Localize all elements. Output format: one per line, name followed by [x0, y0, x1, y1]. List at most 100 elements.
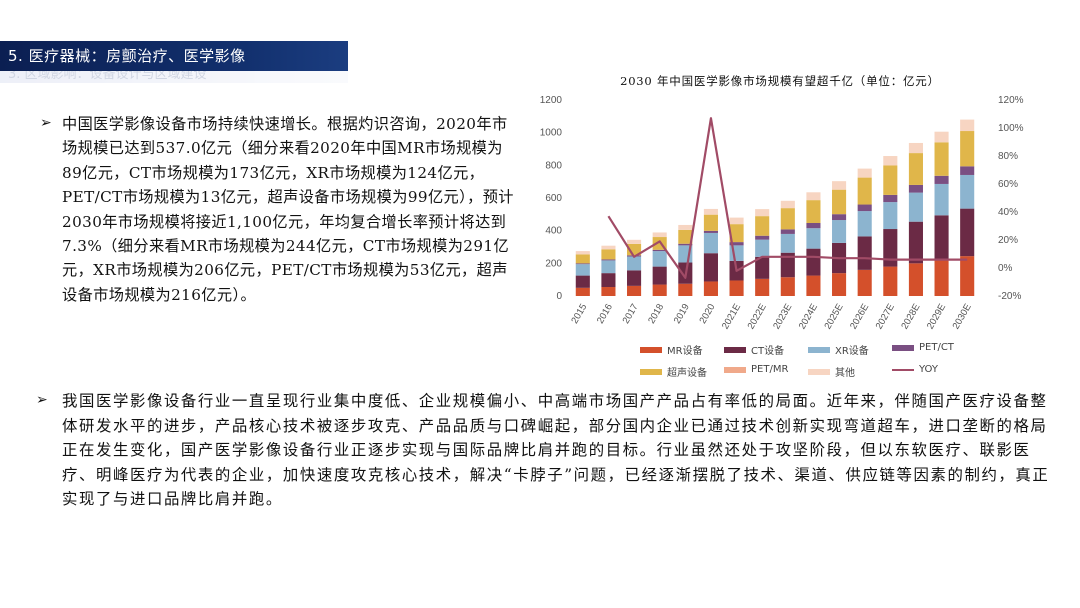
bar-segment	[806, 192, 821, 201]
legend-swatch	[640, 346, 662, 353]
x-tick-label: 2026E	[848, 302, 871, 331]
bar-segment	[652, 232, 667, 238]
bar-segment	[934, 183, 949, 216]
legend-swatch	[724, 346, 746, 353]
bar-segment	[960, 131, 975, 167]
bar-segment	[575, 264, 590, 276]
bar-segment	[755, 216, 770, 236]
bar-segment	[806, 275, 821, 296]
y2-tick-label: -20%	[998, 291, 1021, 302]
legend-item: 超声设备	[640, 364, 707, 379]
legend-label: 超声设备	[667, 368, 707, 379]
y-tick-label: 1200	[540, 95, 563, 106]
legend-item: 其他	[808, 364, 855, 379]
x-tick-label: 2022E	[746, 302, 769, 331]
bar-segment	[601, 259, 616, 261]
bar-segment	[780, 229, 795, 234]
bar-segment	[934, 131, 949, 143]
bar-segment	[883, 156, 898, 166]
bar-segment	[857, 177, 872, 205]
bar-segment	[960, 174, 975, 209]
bar-segment	[703, 253, 718, 282]
bar-segment	[908, 263, 923, 296]
y2-tick-label: 60%	[998, 179, 1018, 190]
bar-segment	[652, 266, 667, 285]
legend-swatch	[892, 344, 914, 351]
bar-segment	[627, 243, 642, 256]
bar-segment	[652, 251, 667, 267]
legend-swatch	[808, 346, 830, 353]
bar-segment	[832, 181, 847, 190]
legend-item: YOY	[892, 364, 938, 375]
bar-segment	[703, 214, 718, 231]
x-tick-label: 2020	[697, 302, 717, 326]
bar-segment	[703, 232, 718, 254]
y2-tick-label: 0%	[998, 263, 1013, 274]
bar-segment	[729, 242, 744, 246]
bar-segment	[883, 202, 898, 230]
bar-segment	[755, 209, 770, 217]
bar-segment	[678, 243, 693, 246]
y-tick-label: 400	[545, 226, 562, 237]
x-tick-label: 2018	[646, 302, 666, 326]
bar-segment	[960, 256, 975, 296]
x-tick-label: 2028E	[899, 302, 922, 331]
bar-segment	[703, 208, 718, 215]
bar-segment	[883, 266, 898, 296]
legend-label: CT设备	[751, 346, 785, 357]
bar-segment	[652, 284, 667, 296]
bar-segment	[601, 287, 616, 296]
bar-segment	[780, 208, 795, 230]
y-tick-label: 600	[545, 193, 562, 204]
legend-swatch	[640, 368, 662, 375]
legend-swatch	[892, 368, 914, 371]
legend-swatch	[724, 366, 746, 373]
legend-label: 其他	[835, 368, 855, 379]
bar-segment	[883, 194, 898, 203]
bar-segment	[575, 287, 590, 296]
x-tick-label: 2015	[569, 302, 589, 326]
y2-tick-label: 80%	[998, 151, 1018, 162]
bar-segment	[575, 254, 590, 264]
bar-segment	[908, 184, 923, 193]
x-tick-label: 2030E	[951, 302, 974, 331]
legend-label: XR设备	[835, 346, 869, 357]
bar-segment	[857, 236, 872, 270]
bar-segment	[832, 214, 847, 221]
bar-segment	[729, 224, 744, 243]
legend-item: XR设备	[808, 342, 869, 357]
bar-segment	[627, 285, 642, 296]
bar-segment	[857, 204, 872, 212]
bar-segment	[908, 192, 923, 222]
bar-segment	[627, 256, 642, 271]
bar-segment	[575, 263, 590, 265]
bar-segment	[960, 119, 975, 132]
y-tick-label: 1000	[540, 128, 563, 139]
legend-swatch	[808, 368, 830, 375]
bar-segment	[960, 208, 975, 257]
x-tick-label: 2025E	[822, 302, 845, 331]
bar-segment	[627, 270, 642, 286]
ghost-title: 3. 区域影响：设备设计与区域建设	[0, 71, 348, 83]
bar-segment	[601, 273, 616, 288]
bar-segment	[857, 211, 872, 237]
bar-segment	[857, 269, 872, 296]
bar-segment	[832, 273, 847, 296]
x-tick-label: 2021E	[720, 302, 743, 331]
bar-segment	[575, 275, 590, 288]
bar-segment	[780, 200, 795, 209]
legend-label: PET/MR	[751, 364, 789, 375]
bar-segment	[575, 251, 590, 255]
bar-segment	[627, 239, 642, 244]
bar-segment	[857, 168, 872, 178]
y2-tick-label: 40%	[998, 207, 1018, 218]
bar-segment	[678, 283, 693, 296]
bar-segment	[934, 142, 949, 176]
x-tick-label: 2019	[672, 302, 692, 326]
bar-segment	[832, 189, 847, 215]
section-banner: 5. 医疗器械：房颤治疗、医学影像	[0, 41, 348, 71]
bar-segment	[780, 252, 795, 278]
chart-title: 2030 年中国医学影像市场规模有望超千亿（单位：亿元）	[620, 74, 940, 88]
y2-tick-label: 100%	[998, 123, 1024, 134]
x-tick-label: 2017	[621, 302, 641, 326]
